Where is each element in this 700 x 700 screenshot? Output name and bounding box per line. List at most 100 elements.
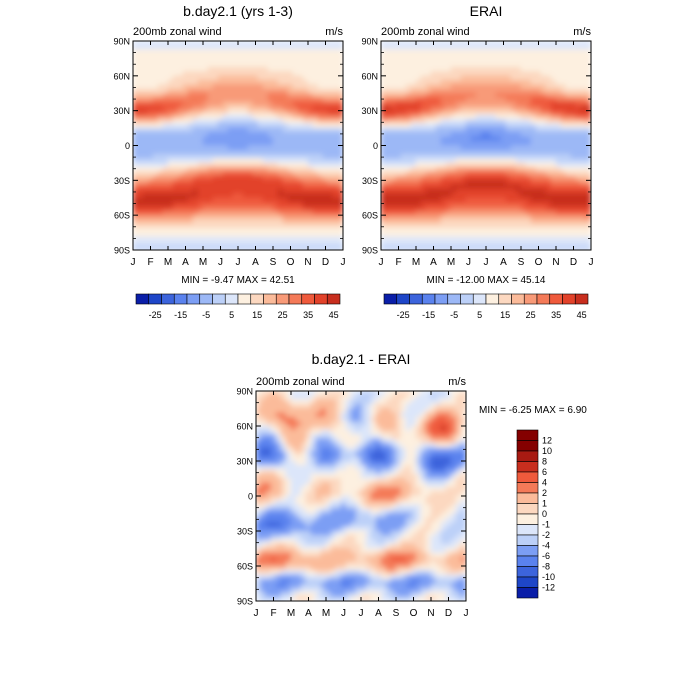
panel-model-stats: MIN = -9.47 MAX = 42.51	[181, 275, 295, 286]
colorbar-box	[421, 293, 436, 305]
panel-model-units: m/s	[325, 26, 343, 38]
x-tick-label: N	[304, 257, 311, 268]
colorbar-box	[288, 293, 303, 305]
y-tick-label: 90N	[236, 387, 253, 397]
y-tick-label: 90S	[114, 246, 130, 256]
x-tick-label: A	[430, 257, 437, 268]
colorbar-box	[511, 293, 525, 305]
panel-erai: ERAI 200mb zonal wind m/s J F M A M J J A S O N D J9…	[361, 3, 593, 320]
y-tick-label: 30S	[362, 176, 378, 186]
x-tick-label: J	[218, 257, 223, 268]
colorbar-label: 5	[229, 310, 234, 320]
colorbar-box	[212, 293, 226, 305]
colorbar-box	[434, 293, 449, 305]
x-tick-label: N	[427, 608, 434, 619]
x-tick-label: S	[270, 257, 277, 268]
colorbar-box	[516, 587, 539, 599]
y-tick-label: 60N	[113, 71, 130, 81]
x-tick-label: F	[395, 257, 401, 268]
x-tick-label: M	[199, 257, 207, 268]
colorbar-label: 45	[577, 310, 587, 320]
colorbar-label: 35	[551, 310, 561, 320]
colorbar-label: 15	[500, 310, 510, 320]
colorbar-box	[237, 293, 252, 305]
x-tick-label: M	[322, 608, 330, 619]
colorbar-box	[516, 513, 539, 525]
panel-erai-title: ERAI	[470, 3, 503, 19]
colorbar-label: -6	[542, 551, 550, 561]
colorbar-box	[516, 566, 539, 578]
panel-model-left-label: 200mb zonal wind	[133, 26, 222, 38]
panel-erai-left-label: 200mb zonal wind	[381, 26, 470, 38]
x-tick-label: N	[552, 257, 559, 268]
panel-diff-left-label: 200mb zonal wind	[256, 376, 345, 388]
contour-fill	[256, 391, 466, 601]
colorbar-label: -25	[397, 310, 410, 320]
colorbar-box	[516, 576, 539, 588]
x-tick-label: D	[322, 257, 329, 268]
panel-erai-stats: MIN = -12.00 MAX = 45.14	[427, 275, 546, 286]
colorbar-label: 12	[542, 436, 552, 446]
y-tick-label: 60S	[362, 211, 378, 221]
panel-diff-title: b.day2.1 - ERAI	[312, 351, 411, 367]
colorbar-box	[549, 293, 563, 305]
colorbar-label: -10	[542, 572, 555, 582]
panel-model-colorbar: -25 -15 -5 5 15 25 35 45	[135, 293, 341, 320]
colorbar-label: 25	[278, 310, 288, 320]
x-tick-label: O	[287, 257, 295, 268]
colorbar-label: -12	[542, 583, 555, 593]
colorbar-box	[383, 293, 398, 305]
colorbar-box	[199, 293, 213, 305]
colorbar-box	[516, 482, 539, 494]
x-tick-label: A	[375, 608, 382, 619]
x-tick-label: A	[182, 257, 189, 268]
y-tick-label: 30N	[361, 106, 378, 116]
colorbar-label: -25	[149, 310, 162, 320]
colorbar-label: 6	[542, 467, 547, 477]
colorbar-box	[574, 293, 589, 305]
panel-erai-colorbar: -25 -15 -5 5 15 25 35 45	[383, 293, 589, 320]
x-tick-label: D	[445, 608, 452, 619]
x-tick-label: S	[518, 257, 525, 268]
x-tick-label: M	[287, 608, 295, 619]
y-tick-label: 0	[248, 492, 253, 502]
panel-erai-field	[381, 41, 591, 250]
colorbar-box	[186, 293, 201, 305]
colorbar-label: -5	[202, 310, 210, 320]
x-tick-label: O	[535, 257, 543, 268]
x-tick-label: J	[464, 608, 469, 619]
colorbar-box	[148, 293, 162, 305]
colorbar-box	[447, 293, 461, 305]
colorbar-label: 25	[526, 310, 536, 320]
colorbar-box	[523, 293, 538, 305]
panel-erai-units: m/s	[573, 26, 591, 38]
y-tick-label: 0	[373, 141, 378, 151]
y-tick-label: 60S	[114, 211, 130, 221]
colorbar-box	[516, 492, 539, 504]
colorbar-label: -4	[542, 541, 550, 551]
colorbar-box	[516, 545, 539, 557]
x-tick-label: J	[236, 257, 241, 268]
colorbar-box	[516, 450, 539, 462]
colorbar-box	[314, 293, 328, 305]
colorbar-box	[498, 293, 512, 305]
colorbar-label: -1	[542, 520, 550, 530]
colorbar-box	[536, 293, 551, 305]
panel-diff-field	[256, 391, 466, 601]
x-tick-label: S	[393, 608, 400, 619]
colorbar-box	[516, 524, 539, 536]
colorbar-label: 8	[542, 457, 547, 467]
x-tick-label: A	[252, 257, 259, 268]
y-tick-label: 30S	[237, 527, 253, 537]
colorbar-label: -8	[542, 562, 550, 572]
colorbar-label: -2	[542, 530, 550, 540]
colorbar-label: 4	[542, 478, 547, 488]
colorbar-box	[516, 461, 539, 473]
colorbar-label: 45	[329, 310, 339, 320]
colorbar-box	[275, 293, 290, 305]
colorbar-box	[396, 293, 410, 305]
